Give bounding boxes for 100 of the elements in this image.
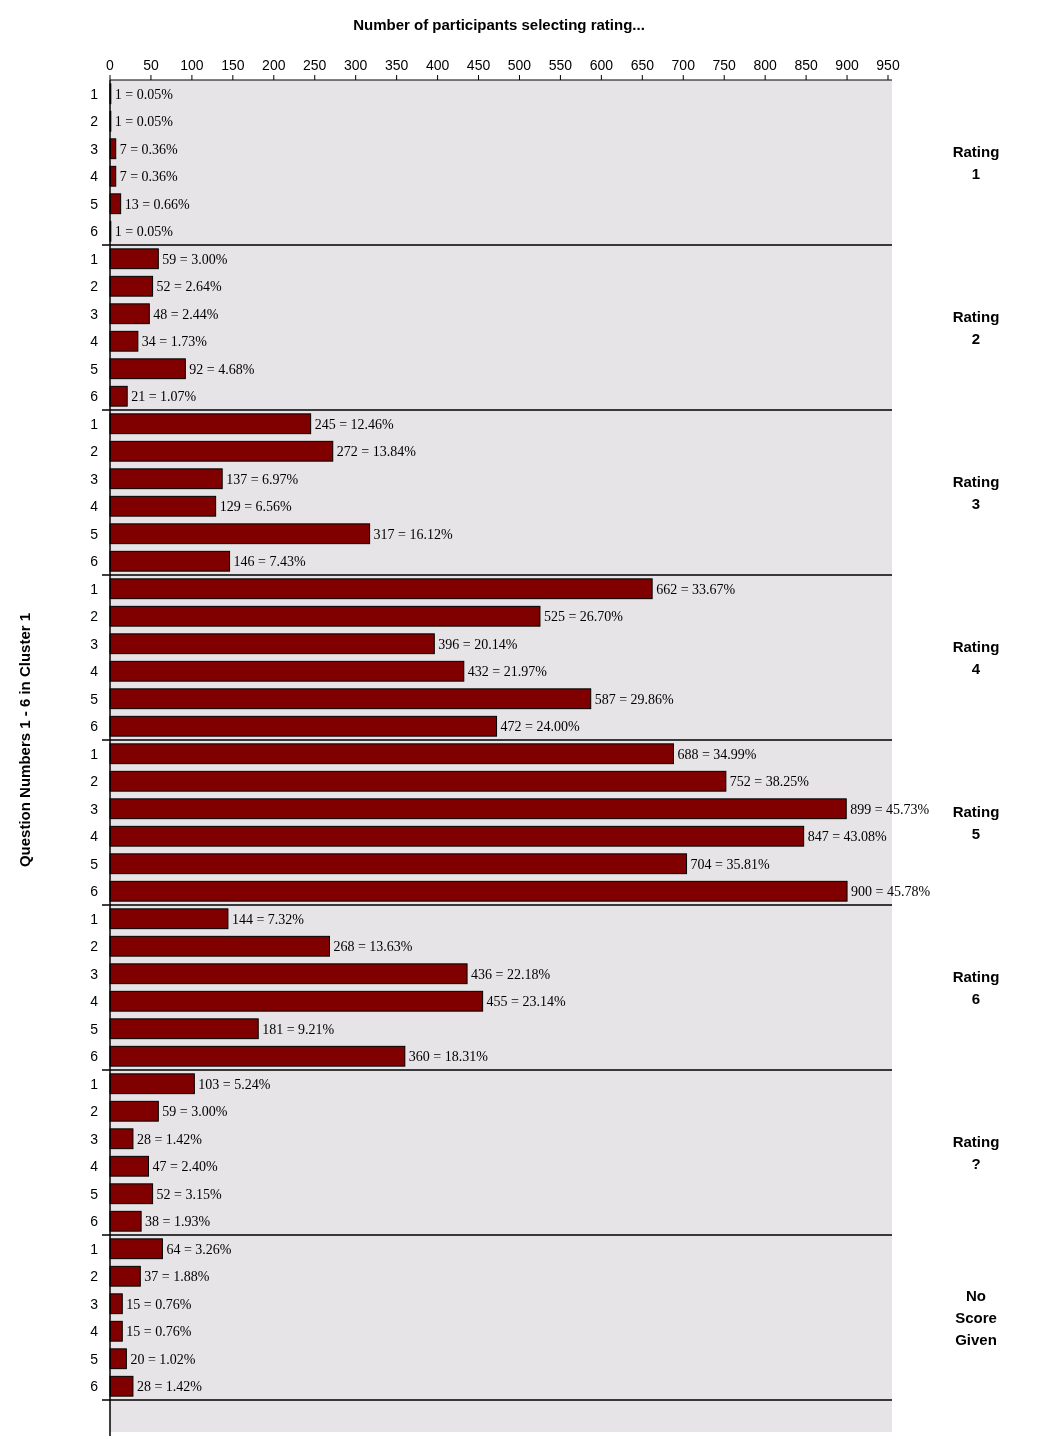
data-label: 1 = 0.05% [114, 224, 174, 240]
y-tick-label: 6 [90, 883, 99, 900]
y-tick-label: 1 [90, 415, 99, 432]
data-label: 704 = 35.81% [690, 856, 770, 872]
y-tick-label: 5 [90, 690, 99, 707]
y-tick-label: 2 [90, 773, 99, 790]
data-label: 47 = 2.40% [152, 1159, 218, 1175]
data-label: 900 = 45.78% [851, 884, 931, 900]
y-tick-label: 2 [90, 1268, 99, 1285]
y-tick-label: 4 [90, 663, 99, 680]
y-tick-label: 4 [90, 828, 99, 845]
y-tick-label: 3 [90, 635, 99, 652]
y-tick-label: 6 [90, 553, 99, 570]
data-label: 455 = 23.14% [486, 994, 567, 1010]
y-tick-label: 4 [90, 168, 99, 185]
x-tick-label: 550 [548, 57, 573, 73]
y-tick-label: 4 [90, 1323, 99, 1340]
x-tick-label: 450 [466, 57, 491, 73]
y-tick-label: 2 [90, 1103, 99, 1120]
data-label: 38 = 1.93% [145, 1214, 211, 1230]
data-label: 144 = 7.32% [231, 911, 305, 927]
data-label: 92 = 4.68% [189, 361, 255, 377]
y-tick-label: 3 [90, 965, 99, 982]
y-tick-label: 2 [90, 443, 99, 460]
x-tick-label: 500 [507, 57, 532, 73]
y-tick-label: 4 [90, 1158, 99, 1175]
data-label: 146 = 7.43% [233, 554, 306, 570]
y-tick-label: 2 [90, 938, 99, 955]
data-label: 137 = 6.97% [226, 471, 299, 487]
x-tick-label: 800 [753, 57, 778, 73]
y-tick-label: 1 [90, 85, 99, 102]
data-label: 245 = 12.46% [314, 416, 395, 432]
data-label: 59 = 3.00% [162, 251, 228, 267]
y-tick-label: 4 [90, 498, 99, 515]
x-tick-label: 750 [712, 57, 737, 73]
y-tick-label: 4 [90, 993, 99, 1010]
data-label: 1 = 0.05% [114, 114, 174, 130]
y-tick-label: 3 [90, 800, 99, 817]
y-tick-label: 1 [90, 250, 99, 267]
text: Rating 4 [952, 637, 1000, 677]
data-label: 7 = 0.36% [119, 141, 179, 157]
data-label: 360 = 18.31% [408, 1049, 489, 1065]
y-tick-label: 1 [90, 745, 99, 762]
data-label: 34 = 1.73% [141, 334, 208, 350]
x-tick-label: 50 [143, 57, 159, 73]
data-label: 129 = 6.56% [219, 499, 293, 515]
x-tick-label: 950 [876, 57, 900, 73]
x-tick-label: 100 [180, 57, 204, 73]
text: Rating ? [952, 1132, 1000, 1172]
data-label: 21 = 1.07% [131, 389, 197, 405]
y-tick-label: 2 [90, 608, 99, 625]
y-tick-label: 1 [90, 1075, 99, 1092]
y-tick-label: 6 [90, 1378, 99, 1395]
data-label: 52 = 2.64% [156, 279, 222, 295]
y-tick-label: 5 [90, 855, 99, 872]
data-label: 181 = 9.21% [262, 1021, 335, 1037]
data-label: 7 = 0.36% [119, 169, 179, 185]
y-tick-label: 6 [90, 718, 99, 735]
data-label: 28 = 1.42% [136, 1379, 203, 1395]
data-label: 899 = 45.73% [850, 801, 930, 817]
data-label: 1 = 0.05% [114, 86, 174, 102]
y-tick-label: 3 [90, 1130, 99, 1147]
data-label: 847 = 43.08% [807, 829, 888, 845]
x-tick-label: 300 [344, 57, 368, 73]
data-label: 587 = 29.86% [594, 691, 675, 707]
x-tick-label: 200 [262, 57, 286, 73]
data-label: 37 = 1.88% [144, 1269, 210, 1285]
x-tick-label: 650 [630, 57, 655, 73]
y-tick-label: 1 [90, 580, 99, 597]
x-tick-label: 150 [221, 57, 245, 73]
data-label: 13 = 0.66% [124, 196, 191, 212]
data-label: 432 = 21.97% [467, 664, 548, 680]
data-label: 752 = 38.25% [729, 774, 810, 790]
y-tick-label: 4 [90, 333, 99, 350]
y-tick-label: 6 [90, 388, 99, 405]
y-tick-label: 5 [90, 195, 99, 212]
y-tick-label: 2 [90, 278, 99, 295]
x-tick-label: 350 [384, 57, 409, 73]
x-tick-label: 250 [303, 57, 327, 73]
x-tick-label: 0 [106, 57, 115, 73]
y-tick-label: 5 [90, 525, 99, 542]
data-label: 52 = 3.15% [156, 1186, 222, 1202]
data-label: 48 = 2.44% [153, 306, 219, 322]
y-tick-label: 5 [90, 1350, 99, 1367]
y-tick-label: 3 [90, 305, 99, 322]
data-label: 662 = 33.67% [656, 581, 736, 597]
y-tick-label: 5 [90, 360, 99, 377]
text: No Score Given [955, 1286, 997, 1348]
y-axis-title: Question Numbers 1 - 6 in Cluster 1 [16, 612, 33, 868]
data-label: 272 = 13.84% [336, 444, 417, 460]
data-label: 15 = 0.76% [126, 1296, 192, 1312]
x-tick-label: 700 [671, 57, 696, 73]
text: Rating 2 [952, 307, 1000, 347]
text: Rating 5 [952, 802, 1000, 842]
data-label: 436 = 22.18% [471, 966, 551, 982]
x-tick-label: 400 [425, 57, 450, 73]
y-tick-label: 2 [90, 113, 99, 130]
y-tick-label: 6 [90, 1213, 99, 1230]
y-tick-label: 6 [90, 1048, 99, 1065]
data-label: 396 = 20.14% [438, 636, 518, 652]
